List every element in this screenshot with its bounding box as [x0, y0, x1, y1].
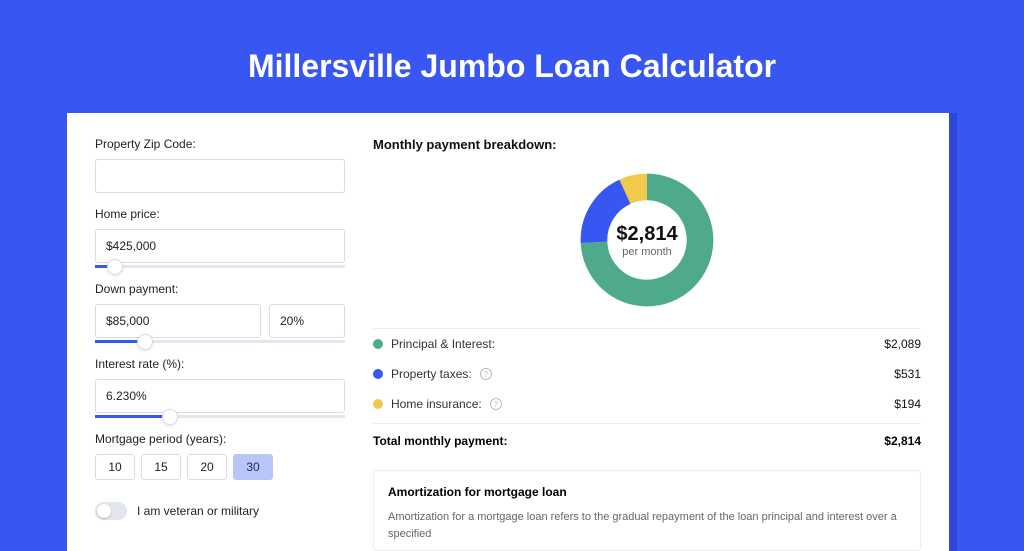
amortization-title: Amortization for mortgage loan — [388, 485, 906, 499]
total-row: Total monthly payment: $2,814 — [373, 423, 921, 456]
calculator-card: Property Zip Code: Home price: Down paym… — [67, 113, 949, 551]
breakdown-column: Monthly payment breakdown: $2,814 per mo… — [373, 137, 921, 551]
donut-subtext: per month — [622, 246, 672, 258]
donut-amount: $2,814 — [616, 223, 677, 246]
legend-dot — [373, 369, 383, 379]
interest-rate-label: Interest rate (%): — [95, 357, 345, 371]
form-column: Property Zip Code: Home price: Down paym… — [95, 137, 345, 551]
total-label: Total monthly payment: — [373, 434, 507, 448]
mortgage-period-group: 10152030 — [95, 454, 345, 480]
breakdown-title: Monthly payment breakdown: — [373, 137, 921, 152]
down-payment-amount-input[interactable] — [95, 304, 261, 338]
amortization-text: Amortization for a mortgage loan refers … — [388, 509, 906, 542]
veteran-label: I am veteran or military — [137, 504, 259, 518]
legend-label: Property taxes: — [391, 367, 472, 381]
home-price-label: Home price: — [95, 207, 345, 221]
total-value: $2,814 — [884, 434, 921, 448]
home-price-input[interactable] — [95, 229, 345, 263]
period-option-15[interactable]: 15 — [141, 454, 181, 480]
period-option-20[interactable]: 20 — [187, 454, 227, 480]
legend-label: Home insurance: — [391, 397, 482, 411]
legend-dot — [373, 399, 383, 409]
legend-row: Property taxes:? $531 — [373, 359, 921, 389]
interest-rate-input[interactable] — [95, 379, 345, 413]
down-payment-label: Down payment: — [95, 282, 345, 296]
legend-value: $531 — [894, 367, 921, 381]
zip-input[interactable] — [95, 159, 345, 193]
amortization-box: Amortization for mortgage loan Amortizat… — [373, 470, 921, 551]
legend-row: Home insurance:? $194 — [373, 389, 921, 419]
down-payment-slider[interactable] — [95, 340, 345, 343]
legend-label: Principal & Interest: — [391, 337, 495, 351]
legend-list: Principal & Interest: $2,089 Property taxe… — [373, 329, 921, 419]
period-option-10[interactable]: 10 — [95, 454, 135, 480]
zip-label: Property Zip Code: — [95, 137, 345, 151]
info-icon[interactable]: ? — [480, 368, 492, 380]
info-icon[interactable]: ? — [490, 398, 502, 410]
period-option-30[interactable]: 30 — [233, 454, 273, 480]
mortgage-period-label: Mortgage period (years): — [95, 432, 345, 446]
donut-container: $2,814 per month — [373, 164, 921, 328]
down-payment-pct-input[interactable] — [269, 304, 345, 338]
legend-value: $2,089 — [884, 337, 921, 351]
home-price-slider[interactable] — [95, 265, 345, 268]
legend-value: $194 — [894, 397, 921, 411]
legend-dot — [373, 339, 383, 349]
page-title: Millersville Jumbo Loan Calculator — [0, 0, 1024, 113]
toggle-knob — [97, 504, 111, 518]
legend-row: Principal & Interest: $2,089 — [373, 329, 921, 359]
donut-chart: $2,814 per month — [577, 170, 717, 310]
card-shadow: Property Zip Code: Home price: Down paym… — [67, 113, 957, 551]
veteran-toggle[interactable] — [95, 502, 127, 520]
interest-rate-slider[interactable] — [95, 415, 345, 418]
